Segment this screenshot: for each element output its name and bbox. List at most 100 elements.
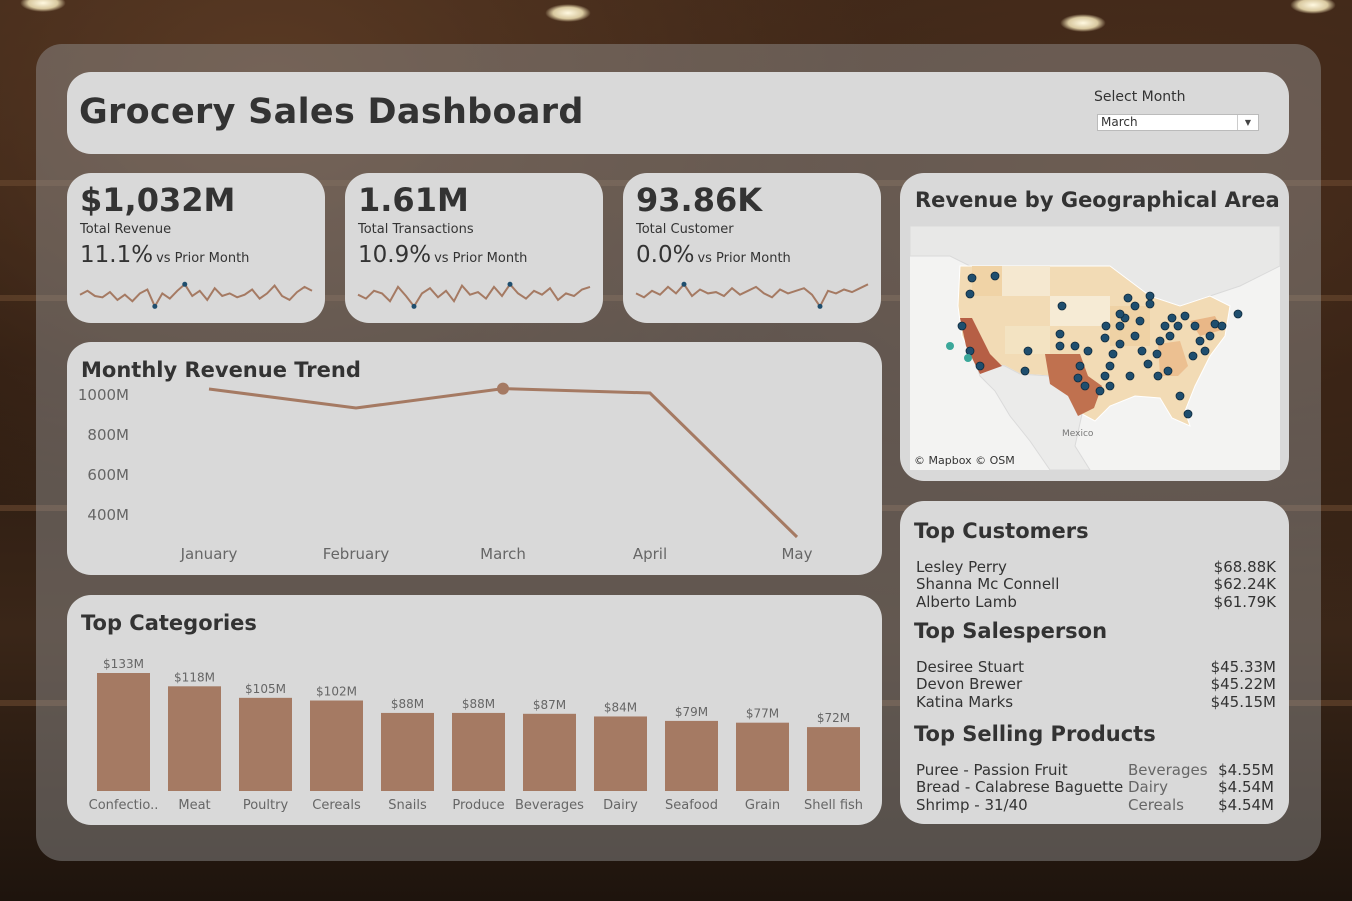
map-location-marker bbox=[1153, 371, 1163, 381]
map-location-marker bbox=[1105, 381, 1115, 391]
top-salesperson-title: Top Salesperson bbox=[914, 619, 1108, 643]
map-location-marker bbox=[1163, 366, 1173, 376]
map-location-marker bbox=[1075, 361, 1085, 371]
map-location-marker bbox=[1125, 371, 1135, 381]
bar-category-label: Shell fish bbox=[804, 798, 863, 813]
list-item: Devon Brewer $45.22M bbox=[916, 675, 1276, 693]
map-location-marker bbox=[1055, 329, 1065, 339]
kpi-card-revenue: $1,032M Total Revenue 11.1% vs Prior Mont… bbox=[67, 173, 325, 323]
x-tick-label: February bbox=[323, 545, 390, 563]
revenue-map[interactable]: Mexico © Mapbox © OSM bbox=[910, 226, 1280, 470]
bar-value-label: $88M bbox=[391, 697, 424, 711]
bar-value-label: $72M bbox=[817, 711, 850, 725]
bar-value-label: $105M bbox=[245, 682, 286, 696]
sparkline-point bbox=[681, 281, 687, 287]
map-location-marker bbox=[1083, 346, 1093, 356]
category-bar bbox=[239, 697, 292, 791]
bar-value-label: $79M bbox=[675, 705, 708, 719]
list-item: Lesley Perry $68.88K bbox=[916, 558, 1276, 576]
kpi-change: 0.0% vs Prior Month bbox=[636, 242, 791, 268]
bar-value-label: $102M bbox=[316, 685, 357, 699]
bar-value-label: $118M bbox=[174, 670, 215, 684]
map-country-label: Mexico bbox=[1062, 429, 1094, 439]
map-location-marker bbox=[1233, 309, 1243, 319]
map-location-marker bbox=[1173, 321, 1183, 331]
kpi-change: 11.1% vs Prior Month bbox=[80, 242, 250, 268]
sparkline bbox=[79, 281, 313, 309]
map-location-marker bbox=[1070, 341, 1080, 351]
map-location-marker bbox=[1101, 321, 1111, 331]
bar-category-label: Poultry bbox=[243, 798, 289, 813]
x-tick-label: January bbox=[180, 545, 238, 563]
trend-chart[interactable]: 1000M 800M 600M 400M January February March Apr… bbox=[67, 342, 882, 575]
bar-category-label: Grain bbox=[745, 798, 780, 813]
kpi-card-transactions: 1.61M Total Transactions 10.9% vs Prior M… bbox=[345, 173, 603, 323]
sparkline-point bbox=[817, 303, 823, 309]
bar-category-label: Meat bbox=[178, 798, 210, 813]
y-tick-label: 1000M bbox=[78, 386, 129, 404]
month-select[interactable]: March ▼ bbox=[1097, 114, 1259, 131]
map-location-marker bbox=[975, 361, 985, 371]
map-location-marker bbox=[1055, 341, 1065, 351]
list-item: Shanna Mc Connell $62.24K bbox=[916, 575, 1276, 593]
map-location-marker bbox=[1020, 366, 1030, 376]
kpi-value: 1.61M bbox=[358, 181, 469, 219]
top-lists-card: Top Customers Lesley Perry $68.88K Shanna… bbox=[900, 501, 1289, 824]
geo-title: Revenue by Geographical Area bbox=[915, 188, 1280, 212]
bar-category-label: Seafood bbox=[665, 798, 718, 813]
top-customers-title: Top Customers bbox=[914, 519, 1089, 543]
geo-card: Revenue by Geographical Area Mexico © Ma… bbox=[900, 173, 1289, 481]
bar-category-label: Produce bbox=[452, 798, 504, 813]
bar-value-label: $77M bbox=[746, 707, 779, 721]
trend-line bbox=[208, 387, 799, 539]
map-location-marker bbox=[1115, 339, 1125, 349]
categories-title: Top Categories bbox=[81, 611, 257, 635]
x-tick-label: April bbox=[633, 545, 667, 563]
kpi-label: Total Transactions bbox=[358, 222, 474, 237]
title-card: Grocery Sales Dashboard Select Month Mar… bbox=[67, 72, 1289, 154]
category-bar bbox=[97, 673, 150, 791]
sparkline-path bbox=[635, 282, 869, 309]
map-location-marker bbox=[1200, 346, 1210, 356]
list-item: Katina Marks $45.15M bbox=[916, 693, 1276, 711]
map-location-marker bbox=[1023, 346, 1033, 356]
categories-chart[interactable]: $133M Confectio.. $118M Meat $105M Poultry $10… bbox=[67, 595, 882, 825]
category-bar bbox=[452, 712, 505, 791]
map-location-marker bbox=[964, 354, 972, 362]
list-item: Alberto Lamb $61.79K bbox=[916, 593, 1276, 611]
map-location-marker bbox=[1108, 349, 1118, 359]
map-location-marker bbox=[1183, 409, 1193, 419]
sparkline-point bbox=[507, 281, 513, 287]
bar-category-label: Beverages bbox=[515, 798, 584, 813]
list-item: Desiree Stuart $45.33M bbox=[916, 658, 1276, 676]
list-item: Puree - Passion Fruit Beverages $4.55M bbox=[916, 761, 1274, 779]
sparkline-path bbox=[357, 282, 591, 309]
kpi-change: 10.9% vs Prior Month bbox=[358, 242, 528, 268]
month-select-value: March bbox=[1101, 115, 1138, 129]
chevron-down-icon[interactable]: ▼ bbox=[1237, 115, 1258, 130]
map-location-marker bbox=[1217, 321, 1227, 331]
list-item: Bread - Calabrese Baguette Dairy $4.54M bbox=[916, 778, 1274, 796]
map-location-marker bbox=[1205, 331, 1215, 341]
bar-category-label: Snails bbox=[388, 798, 427, 813]
map-location-marker bbox=[957, 321, 967, 331]
category-bar bbox=[310, 700, 363, 791]
kpi-value: $1,032M bbox=[80, 181, 236, 219]
bar-value-label: $84M bbox=[604, 700, 637, 714]
map-location-marker bbox=[1130, 301, 1140, 311]
sparkline-point bbox=[152, 303, 158, 309]
map-location-marker bbox=[1145, 299, 1155, 309]
x-tick-label: March bbox=[480, 545, 526, 563]
map-location-marker bbox=[1095, 386, 1105, 396]
map-location-marker bbox=[1152, 349, 1162, 359]
trend-point bbox=[497, 382, 509, 395]
category-bar bbox=[736, 722, 789, 791]
bar-category-label: Confectio.. bbox=[89, 798, 159, 813]
month-select-label: Select Month bbox=[1094, 89, 1186, 105]
sparkline-point bbox=[182, 281, 188, 287]
map-credit: © Mapbox © OSM bbox=[914, 454, 1015, 467]
sparkline bbox=[357, 281, 591, 309]
category-bar bbox=[381, 712, 434, 791]
map-location-marker bbox=[965, 289, 975, 299]
bar-value-label: $133M bbox=[103, 657, 144, 671]
